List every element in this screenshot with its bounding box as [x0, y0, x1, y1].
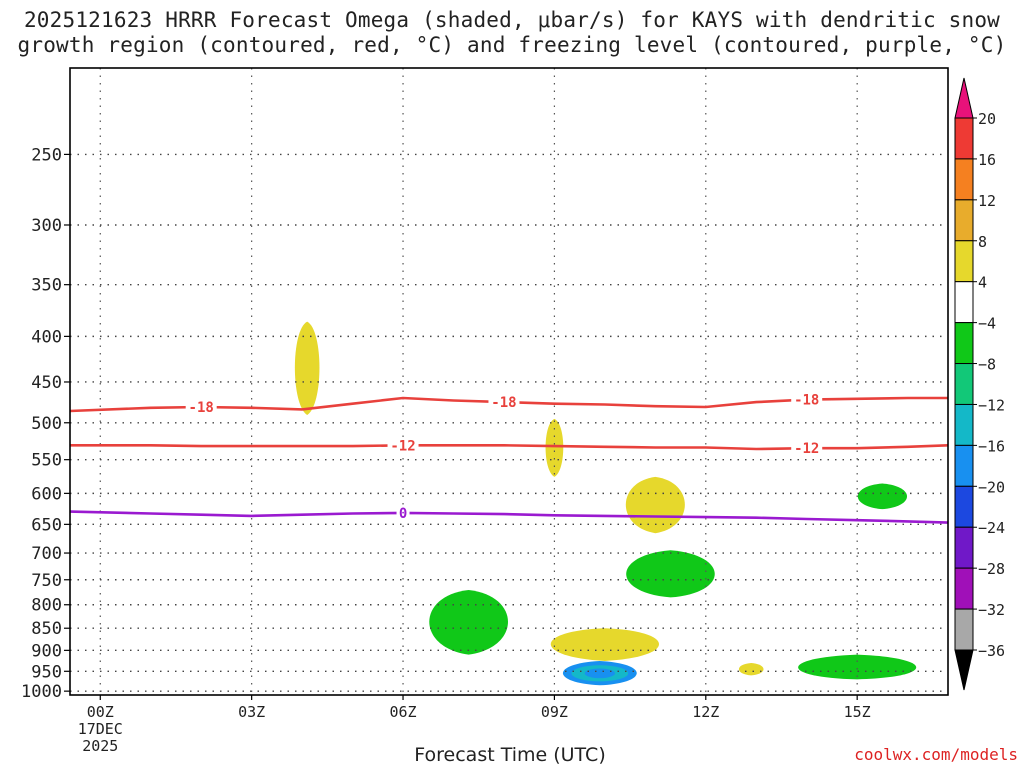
colorbar-label--4: −4	[978, 315, 996, 333]
x-tick-label-00Z: 00Z	[87, 703, 114, 721]
x-tick-label-06Z: 06Z	[389, 703, 416, 721]
colorbar-bin--20--16	[954, 444, 974, 487]
x-tick-label-03Z: 03Z	[238, 703, 265, 721]
contour-label-bg-isotherm-minus-12	[791, 440, 823, 457]
colorbar-bin--4-4	[954, 281, 974, 324]
y-tick-label-350: 350	[31, 276, 62, 296]
y-tick-label-250: 250	[31, 145, 62, 165]
contour-label-bg-isotherm-minus-18	[185, 398, 217, 415]
colorbar-bin-12-16	[954, 158, 974, 201]
y-tick-label-1000: 1000	[21, 682, 62, 702]
contour-label-isotherm-minus-18: -18	[189, 400, 214, 416]
omega-region-updraft-04z-400mb	[294, 321, 320, 415]
y-tick-label-600: 600	[31, 484, 62, 504]
contour-label-freezing-level-0: 0	[399, 506, 407, 522]
y-tick-label-400: 400	[31, 327, 62, 347]
y-tick-label-450: 450	[31, 373, 62, 393]
colorbar-label-20: 20	[978, 110, 996, 128]
omega-region-downdraft-07z-800mb	[429, 589, 508, 655]
colorbar-bin--8--4	[954, 322, 974, 365]
contour-label-isotherm-minus-18: -18	[491, 395, 516, 411]
colorbar-label--28: −28	[978, 560, 1005, 578]
omega-region-downdraft-15z-600mb	[857, 483, 908, 510]
colorbar-label--8: −8	[978, 356, 996, 374]
x-tick-date: 17DEC	[78, 720, 123, 738]
colorbar-label-16: 16	[978, 151, 996, 169]
colorbar-label-4: 4	[978, 274, 987, 292]
y-tick-label-700: 700	[31, 544, 62, 564]
colorbar-bin-8-12	[954, 199, 974, 242]
colorbar-label--20: −20	[978, 478, 1005, 496]
colorbar-bin--12--8	[954, 363, 974, 405]
omega-shaded-regions	[294, 321, 917, 686]
x-tick-year: 2025	[82, 737, 118, 755]
y-tick-label-750: 750	[31, 571, 62, 591]
y-axis: 2503003504004505005506006507007508008509…	[21, 145, 70, 702]
colorbar-bin-4-8	[954, 240, 974, 283]
plot-frame	[69, 67, 949, 696]
contour-label-bg-freezing-level-0	[396, 504, 410, 521]
y-tick-label-950: 950	[31, 662, 62, 682]
colorbar-label-8: 8	[978, 233, 987, 251]
colorbar-label--24: −24	[978, 519, 1005, 537]
grid-lines	[70, 68, 948, 695]
temperature-contours: -18 -18 -18 -12 -12 0	[69, 391, 949, 524]
colorbar-bin--24--20	[954, 485, 974, 528]
colorbar-label--12: −12	[978, 396, 1005, 414]
y-tick-label-500: 500	[31, 414, 62, 434]
colorbar: 20 16 12 8 4 −4 −8 −12 −16 −20 −24 −28 −32 −36	[954, 77, 1005, 691]
contour-label-isotherm-minus-12: -12	[390, 438, 415, 454]
plot-border	[69, 67, 949, 696]
y-tick-label-850: 850	[31, 619, 62, 639]
contour-label-bg-isotherm-minus-12	[387, 437, 419, 454]
colorbar-bin-16-20	[954, 117, 974, 160]
colorbar-label--36: −36	[978, 642, 1005, 660]
chart-title-line-1: 2025121623 HRRR Forecast Omega (shaded, …	[23, 8, 1001, 32]
omega-region-updraft-09z-880mb	[550, 628, 659, 661]
colorbar-bin--16--12	[954, 403, 974, 446]
colorbar-bottom-arrow	[954, 649, 974, 691]
y-tick-label-900: 900	[31, 641, 62, 661]
chart-title-line-2: growth region (contoured, red, °C) and f…	[17, 33, 1007, 57]
contour-label-bg-isotherm-minus-18	[791, 391, 823, 408]
omega-region-updraft-11z-600mb	[625, 476, 685, 534]
y-tick-label-800: 800	[31, 596, 62, 616]
x-tick-label-12Z: 12Z	[692, 703, 719, 721]
colorbar-label--32: −32	[978, 601, 1005, 619]
omega-region-updraft-09z-530mb	[545, 418, 564, 477]
contour-line-freezing-level-0	[69, 510, 949, 524]
colorbar-bin--36--32	[954, 608, 974, 651]
omega-peak-downdraft-10z-950mb	[584, 668, 615, 679]
credit-link[interactable]: coolwx.com/models	[854, 745, 1018, 764]
contour-label-bg-isotherm-minus-18	[488, 394, 520, 411]
colorbar-bin--28--24	[954, 526, 974, 569]
x-tick-label-09Z: 09Z	[541, 703, 568, 721]
omega-region-updraft-13z-950mb	[738, 663, 764, 676]
contour-label-isotherm-minus-18: -18	[794, 393, 819, 409]
colorbar-label-12: 12	[978, 192, 996, 210]
y-tick-label-550: 550	[31, 451, 62, 471]
y-tick-label-650: 650	[31, 515, 62, 535]
colorbar-top-arrow	[954, 77, 974, 119]
colorbar-bin--32--28	[954, 567, 974, 610]
omega-region-downdraft-11z-730mb	[626, 550, 715, 598]
contour-label-isotherm-minus-12: -12	[794, 441, 819, 457]
omega-region-downdraft-15z-950mb	[798, 654, 917, 680]
x-tick-label-15Z: 15Z	[844, 703, 871, 721]
x-axis-title: Forecast Time (UTC)	[414, 744, 606, 766]
y-tick-label-300: 300	[31, 216, 62, 236]
colorbar-label--16: −16	[978, 437, 1005, 455]
